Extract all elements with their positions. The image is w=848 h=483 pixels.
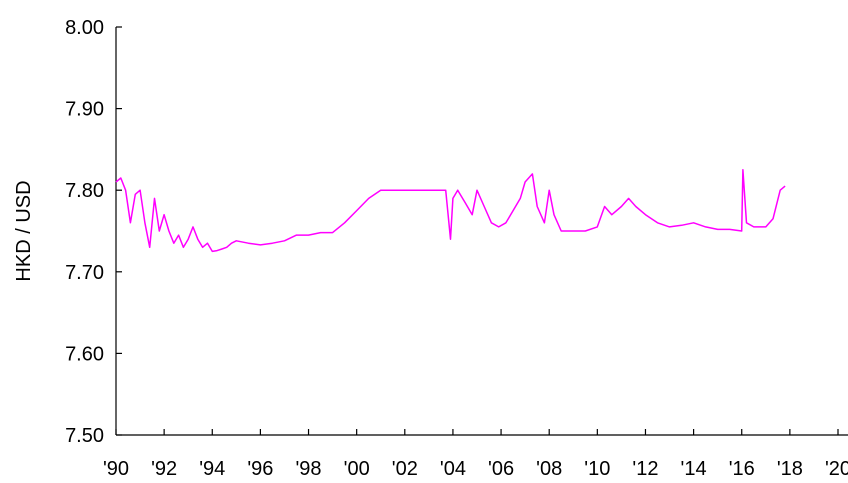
y-ticks: 7.50 7.60 7.70 7.80 7.90 8.00 (65, 17, 122, 447)
x-tick-label: '00 (344, 458, 370, 480)
x-tick-label: '12 (632, 458, 658, 480)
x-tick-label: '94 (199, 458, 225, 480)
y-tick-label: 7.80 (65, 180, 104, 202)
series-layer (115, 169, 786, 253)
y-tick-label: 7.50 (65, 425, 104, 447)
x-tick-label: '10 (584, 458, 610, 480)
x-tick-label: '08 (536, 458, 562, 480)
y-tick-label: 7.70 (65, 262, 104, 284)
x-tick-label: '20 (825, 458, 848, 480)
x-tick-label: '92 (151, 458, 177, 480)
series-line-0 (115, 169, 786, 253)
x-tick-label: '90 (103, 458, 129, 480)
x-tick-label: '02 (392, 458, 418, 480)
x-tick-label: '18 (777, 458, 803, 480)
x-ticks: '90 '92 '94 '96 '98 '00 '02 '04 '06 '08 '10 '12 '14 '… (103, 429, 848, 480)
x-tick-label: '06 (488, 458, 514, 480)
axes (115, 27, 848, 436)
x-tick-label: '96 (247, 458, 273, 480)
y-tick-label: 7.60 (65, 343, 104, 365)
y-tick-label: 8.00 (65, 17, 104, 39)
x-tick-label: '04 (440, 458, 466, 480)
y-tick-label: 7.90 (65, 99, 104, 121)
x-tick-label: '16 (729, 458, 755, 480)
x-tick-label: '14 (681, 458, 707, 480)
x-tick-label: '98 (295, 458, 321, 480)
y-axis-title: HKD / USD (13, 180, 35, 281)
